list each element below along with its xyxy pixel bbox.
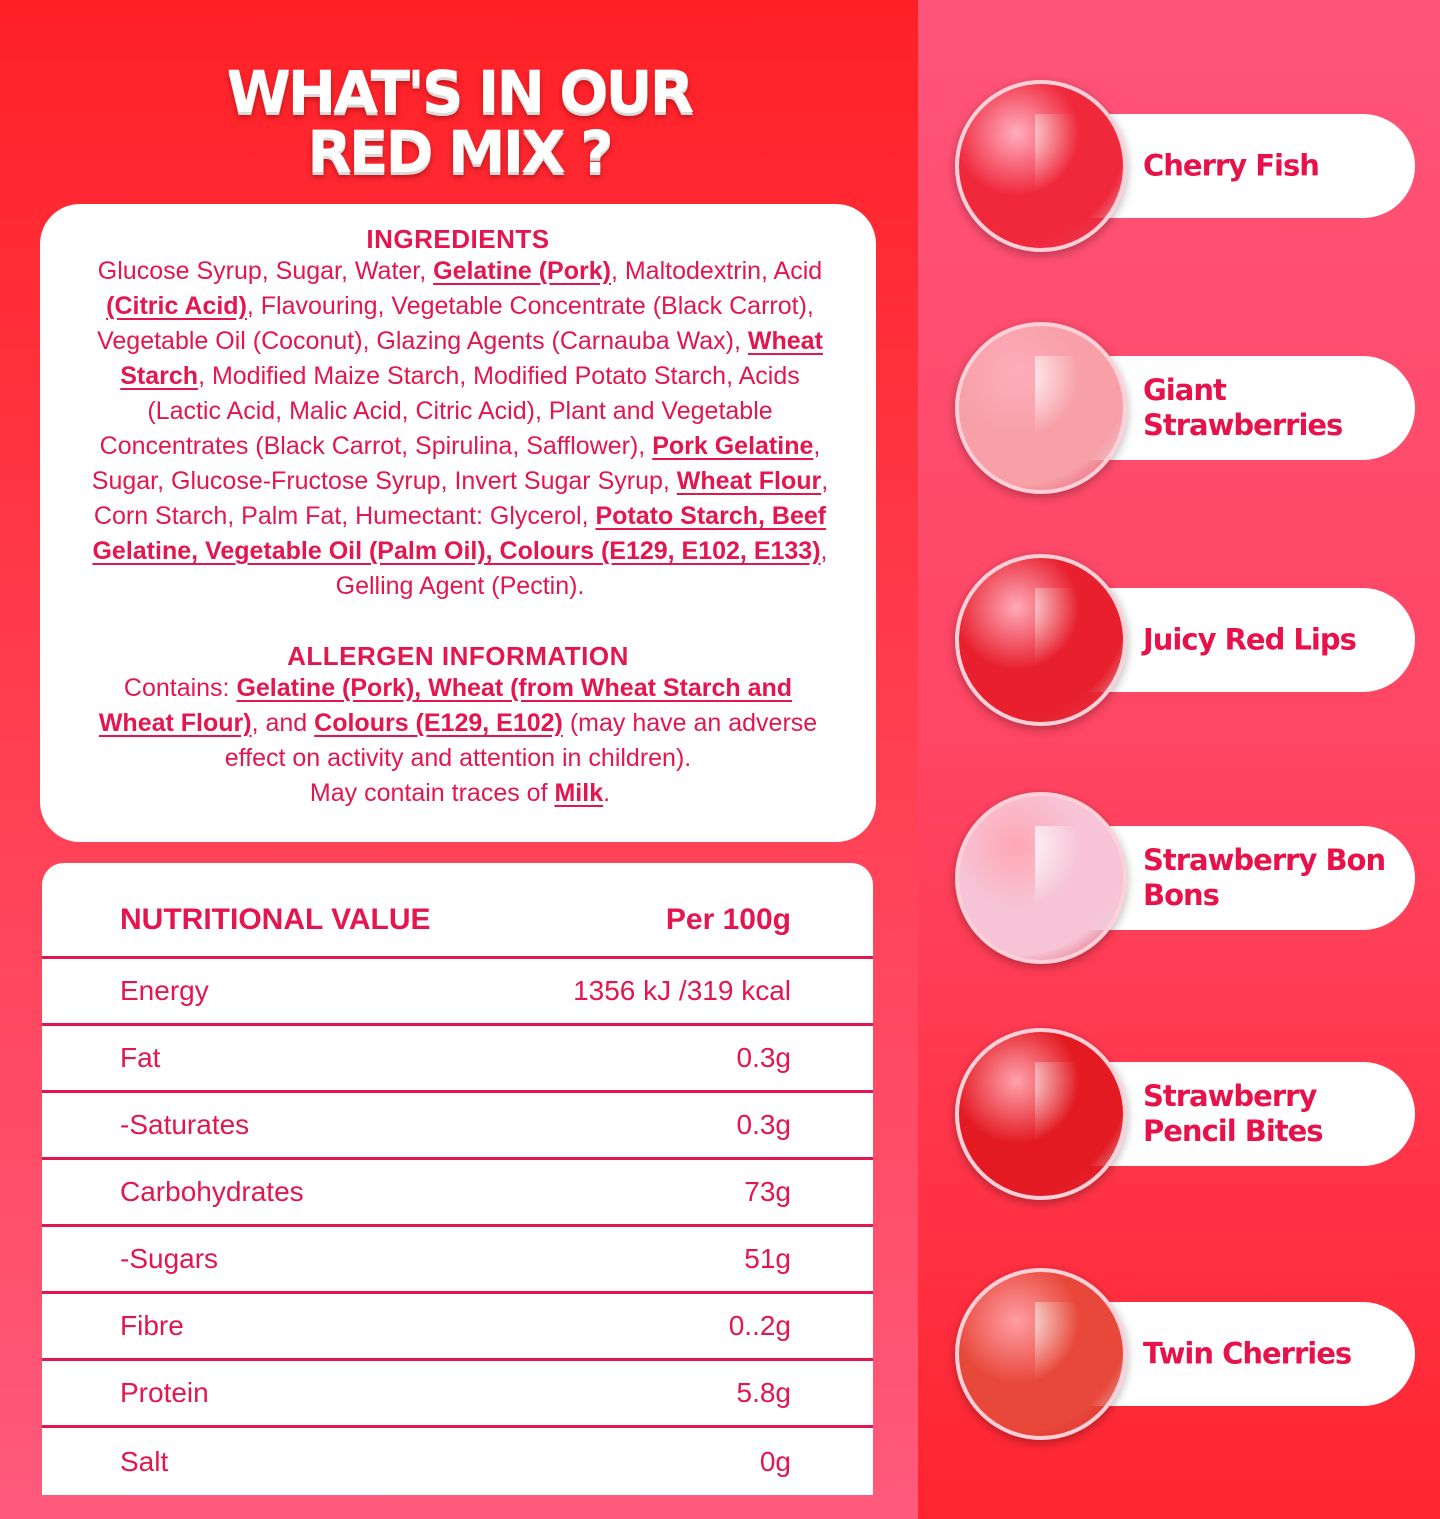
nutrient-value: 73g: [744, 1176, 791, 1207]
highlighted-allergen: Potato Starch, Beef Gelatine, Vegetable …: [92, 502, 827, 565]
nutrient-value: 0.3g: [736, 1109, 792, 1140]
nutrient-value: 0g: [759, 1445, 791, 1477]
highlighted-allergen: Milk: [554, 779, 604, 807]
mix-item: Cherry Fish: [955, 80, 1415, 252]
mix-item: Strawberry Bon Bons: [955, 792, 1415, 964]
title-line-2: RED MIX ?: [307, 118, 613, 186]
ingredients-text: Glucose Syrup, Sugar, Water, Gelatine (P…: [80, 254, 840, 604]
nutrition-table: NUTRITIONAL VALUE Per 100g Energy 1356 kJ…: [42, 863, 873, 1495]
ingredients-heading: INGREDIENTS: [366, 224, 550, 254]
nutrient-value: 0..2g: [728, 1310, 791, 1341]
nutrient-value: 0.3g: [736, 1042, 792, 1073]
highlighted-allergen: Colours (E129, E102): [314, 709, 563, 737]
allergen-heading: ALLERGEN INFORMATION: [287, 641, 629, 671]
nutrient-label: -Saturates: [120, 1109, 250, 1140]
traces-text: May contain traces of Milk.: [80, 776, 840, 811]
mix-item: Twin Cherries: [955, 1268, 1415, 1440]
candy-photo: [955, 322, 1127, 494]
nutrition-row: -Saturates 0.3g: [42, 1093, 873, 1160]
mix-item-name: Juicy Red Lips: [1143, 622, 1357, 657]
highlighted-allergen: Wheat Flour: [676, 467, 822, 495]
nutrition-header-row: NUTRITIONAL VALUE Per 100g: [42, 863, 873, 959]
nutrient-label: Carbohydrates: [120, 1176, 304, 1207]
nutrient-value: 51g: [744, 1243, 791, 1274]
nutrition-row: Protein 5.8g: [42, 1361, 873, 1428]
title-line-1: WHAT'S IN OUR: [226, 58, 695, 126]
text-segment: , and: [251, 709, 315, 737]
text-segment: Contains:: [123, 674, 237, 702]
nutrition-header-label: NUTRITIONAL VALUE: [120, 902, 431, 936]
candy-photo: [955, 792, 1127, 964]
mix-item: Strawberry Pencil Bites: [955, 1028, 1415, 1200]
candy-photo: [955, 554, 1127, 726]
text-segment: , Corn Starch, Palm Fat, Humectant: Glyc…: [93, 467, 829, 530]
mix-item-name: Strawberry Bon Bons: [1143, 843, 1386, 912]
text-segment: May contain traces of: [309, 779, 555, 807]
candy-photo: [955, 1268, 1127, 1440]
text-segment: (may have an adverse effect on activity …: [224, 709, 818, 772]
text-segment: , Gelling Agent (Pectin).: [335, 537, 828, 600]
candy-photo: [955, 80, 1127, 252]
mix-item-name: Cherry Fish: [1143, 148, 1320, 183]
right-panel: [918, 0, 1440, 1519]
nutrient-label: Salt: [120, 1445, 169, 1477]
allergen-text: Contains: Gelatine (Pork), Wheat (from W…: [83, 671, 833, 776]
nutrient-label: Fibre: [120, 1310, 184, 1341]
nutrition-header-value: Per 100g: [665, 902, 791, 936]
highlighted-allergen: Gelatine (Pork), Wheat (from Wheat Starc…: [98, 674, 793, 737]
nutrition-row: Fat 0.3g: [42, 1026, 873, 1093]
nutrient-label: Energy: [120, 975, 209, 1006]
text-segment: , Flavouring, Vegetable Concentrate (Bla…: [97, 292, 814, 355]
nutrient-label: -Sugars: [120, 1243, 219, 1274]
text-segment: , Sugar, Glucose-Fructose Syrup, Invert …: [91, 432, 821, 495]
nutrition-row: Fibre 0..2g: [42, 1294, 873, 1361]
nutrient-label: Fat: [120, 1042, 161, 1073]
mix-item: Giant Strawberries: [955, 322, 1415, 494]
nutrient-label: Protein: [120, 1377, 209, 1408]
left-panel: WHAT'S IN OUR RED MIX ? INGREDIENTS Gluc…: [0, 0, 918, 1519]
text-segment: , Modified Maize Starch, Modified Potato…: [99, 362, 800, 460]
nutrition-row: -Sugars 51g: [42, 1227, 873, 1294]
mix-item-name: Twin Cherries: [1143, 1336, 1352, 1371]
text-segment: Glucose Syrup, Sugar, Water,: [97, 257, 434, 285]
text-segment: .: [603, 779, 611, 807]
highlighted-allergen: Gelatine (Pork): [433, 257, 611, 285]
highlighted-allergen: Wheat Starch: [120, 327, 823, 390]
nutrient-value: 1356 kJ /319 kcal: [573, 975, 791, 1006]
nutrient-value: 5.8g: [736, 1377, 792, 1408]
page-title: WHAT'S IN OUR RED MIX ?: [0, 62, 918, 182]
mix-item: Juicy Red Lips: [955, 554, 1415, 726]
nutrition-row: Energy 1356 kJ /319 kcal: [42, 959, 873, 1026]
mix-item-name: Strawberry Pencil Bites: [1143, 1079, 1324, 1148]
highlighted-allergen: (Citric Acid): [106, 292, 247, 320]
text-segment: , Maltodextrin, Acid: [610, 257, 823, 285]
nutrition-row: Salt 0g: [42, 1428, 873, 1495]
mix-item-name: Giant Strawberries: [1143, 373, 1343, 442]
highlighted-allergen: Pork Gelatine: [652, 432, 814, 460]
candy-photo: [955, 1028, 1127, 1200]
nutrition-row: Carbohydrates 73g: [42, 1160, 873, 1227]
mix-item-pill: Juicy Red Lips: [1035, 588, 1415, 692]
ingredients-card: INGREDIENTS Glucose Syrup, Sugar, Water,…: [40, 204, 876, 842]
